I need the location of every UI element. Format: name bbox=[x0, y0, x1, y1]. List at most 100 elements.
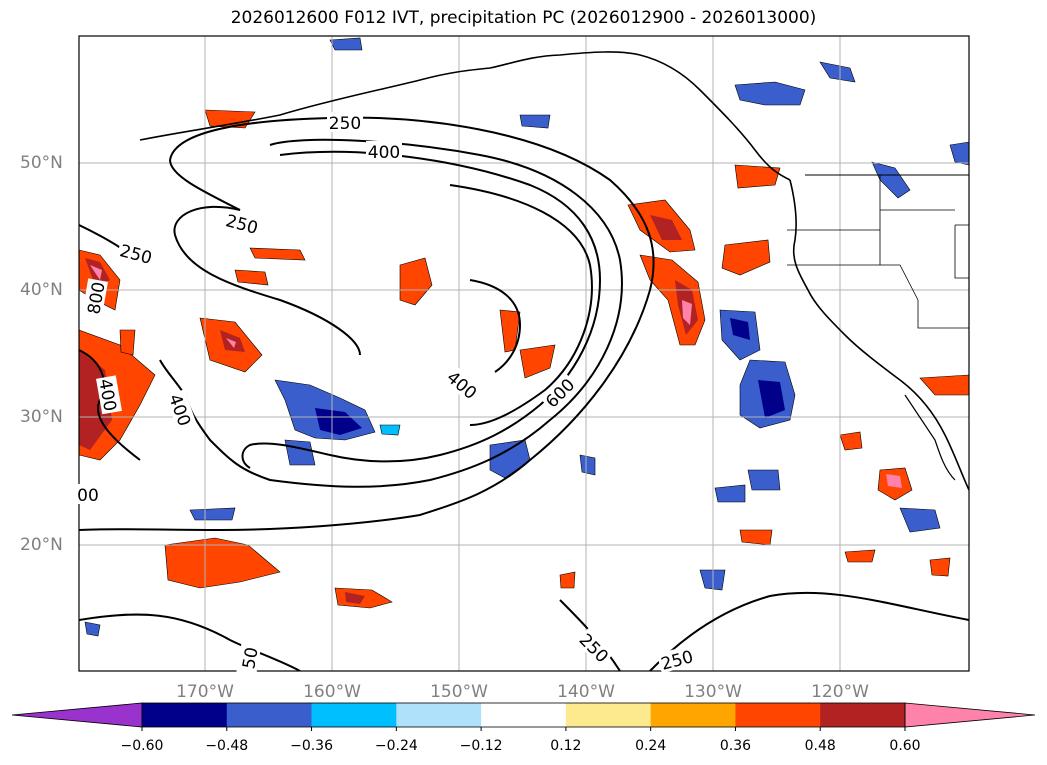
ivt-contour-800 bbox=[469, 279, 522, 373]
precip-positive-region bbox=[929, 557, 951, 577]
contour-label: 50 bbox=[239, 646, 262, 671]
lon-label-130w: 130°W bbox=[684, 682, 742, 702]
contour-label-bg bbox=[574, 627, 615, 668]
contour-label: 00 bbox=[77, 486, 99, 506]
precip-negative-region bbox=[315, 408, 362, 435]
ivt-contour-400 bbox=[159, 359, 186, 396]
contour-label-bg bbox=[222, 208, 263, 238]
colorbar-tick-label: 0.36 bbox=[719, 738, 752, 754]
precip-negative-region bbox=[734, 81, 806, 106]
precip-positive-region bbox=[204, 109, 256, 129]
colorbar-extension-low bbox=[11, 702, 143, 728]
ivt-contour-600 bbox=[449, 184, 593, 426]
baja-coast bbox=[904, 394, 956, 481]
contour-label-bg bbox=[116, 238, 157, 268]
contour-label-bg bbox=[656, 644, 697, 674]
contour-label-bg bbox=[165, 389, 197, 430]
precip-negative-region bbox=[747, 469, 781, 491]
lat-label-40: 40°N bbox=[20, 280, 63, 300]
precip-negative-region bbox=[714, 484, 746, 503]
colorbar-segment bbox=[650, 703, 736, 727]
precip-positive-region bbox=[345, 592, 365, 604]
contour-label: 400 bbox=[368, 143, 400, 163]
contour-label-bg bbox=[70, 484, 106, 504]
contour-label: 250 bbox=[117, 241, 154, 269]
precip-negative-region bbox=[189, 507, 236, 521]
contour-label-bg bbox=[366, 141, 402, 161]
ivt-contour-250 bbox=[79, 613, 301, 671]
precip-negative-region bbox=[819, 61, 856, 83]
precip-negative-region bbox=[949, 141, 969, 166]
contour-label: 800 bbox=[84, 280, 109, 315]
contour-label: 400 bbox=[442, 368, 480, 404]
precip-positive-region bbox=[226, 338, 236, 348]
precip-positive-region bbox=[839, 431, 863, 451]
colorbar-tick-label: 0.48 bbox=[804, 738, 836, 754]
lat-label-30: 30°N bbox=[20, 407, 63, 427]
colorbar-segment bbox=[311, 703, 397, 727]
map-frame bbox=[78, 35, 970, 672]
contour-label-bg bbox=[327, 112, 363, 132]
precip-positive-region bbox=[249, 247, 306, 261]
colorbar-segment bbox=[226, 703, 313, 727]
precip-negative-region bbox=[871, 161, 911, 199]
contour-label: 600 bbox=[542, 375, 579, 412]
colorbar bbox=[11, 702, 1036, 731]
lat-label-20: 20°N bbox=[20, 535, 63, 555]
contour-label: 250 bbox=[223, 211, 260, 239]
coastlines bbox=[139, 51, 969, 491]
ivt-contour-250 bbox=[649, 591, 969, 671]
precip-shading bbox=[79, 37, 969, 637]
colorbar-extension-high bbox=[904, 702, 1036, 728]
alaska-coast bbox=[139, 51, 791, 181]
colorbar-segment bbox=[820, 703, 906, 727]
precip-positive-region bbox=[682, 300, 692, 325]
precip-positive-region bbox=[519, 344, 556, 379]
colorbar-segment bbox=[142, 703, 228, 727]
precip-negative-region bbox=[730, 318, 750, 340]
contour-label: 400 bbox=[164, 392, 194, 429]
colorbar-tick-label: −0.36 bbox=[290, 738, 333, 754]
precip-positive-region bbox=[721, 239, 771, 276]
precip-positive-region bbox=[919, 374, 969, 396]
state-borders bbox=[787, 175, 969, 329]
precip-positive-region bbox=[164, 537, 281, 589]
precip-negative-region bbox=[284, 439, 316, 466]
map-title: 2026012600 F012 IVT, precipitation PC (2… bbox=[230, 8, 817, 28]
contour-label-bg bbox=[539, 372, 580, 413]
contour-label-bg bbox=[236, 638, 262, 678]
contour-label-bg bbox=[82, 278, 108, 318]
ivt-contour-250 bbox=[169, 159, 241, 211]
colorbar-tick-label: 0.24 bbox=[635, 738, 667, 754]
ivt-contour-250 bbox=[173, 205, 361, 356]
lon-label-140w: 140°W bbox=[557, 682, 615, 702]
colorbar-segment bbox=[565, 703, 652, 727]
bc-coast bbox=[789, 179, 969, 491]
contour-label-bg bbox=[442, 365, 483, 404]
precip-positive-region bbox=[399, 257, 433, 306]
ivt-contours bbox=[79, 116, 969, 671]
precip-positive-region bbox=[886, 474, 902, 488]
precip-positive-region bbox=[844, 549, 876, 563]
precip-positive-region bbox=[234, 269, 269, 286]
precip-negative-region bbox=[899, 507, 941, 533]
precip-negative-region bbox=[379, 424, 401, 436]
precip-positive-region bbox=[650, 215, 682, 240]
ivt-contour-250 bbox=[79, 116, 655, 532]
lon-label-160w: 160°W bbox=[303, 682, 361, 702]
grid-lines bbox=[79, 36, 969, 671]
colorbar-tick-label: −0.48 bbox=[205, 738, 249, 754]
ivt-contour-400 bbox=[184, 138, 623, 488]
precip-positive-region bbox=[739, 529, 773, 546]
lat-label-50: 50°N bbox=[20, 153, 63, 173]
contour-label: 250 bbox=[329, 114, 361, 134]
ivt-contour-500 bbox=[241, 150, 602, 469]
precip-negative-region bbox=[579, 454, 596, 476]
precip-negative-region bbox=[84, 621, 101, 637]
colorbar-segment bbox=[396, 703, 482, 727]
precip-positive-region bbox=[90, 265, 102, 280]
colorbar-tick-label: −0.24 bbox=[374, 738, 418, 754]
precip-negative-region bbox=[758, 380, 785, 418]
